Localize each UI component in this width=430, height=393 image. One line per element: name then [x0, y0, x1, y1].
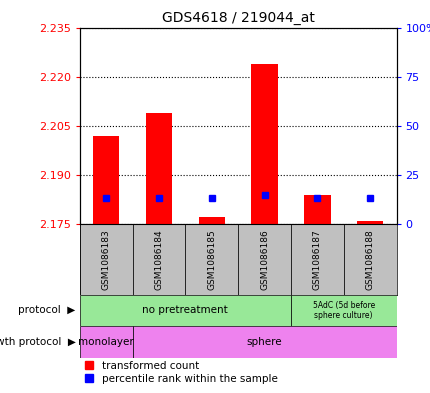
Bar [185, 224, 238, 295]
Bar [290, 295, 396, 326]
Bar [304, 195, 330, 224]
Bar [80, 295, 290, 326]
Bar [93, 136, 119, 224]
Bar [343, 224, 396, 295]
Text: monolayer: monolayer [78, 337, 134, 347]
Bar [198, 217, 224, 224]
Bar [80, 326, 132, 358]
Text: GSM1086185: GSM1086185 [207, 229, 216, 290]
Title: GDS4618 / 219044_at: GDS4618 / 219044_at [161, 11, 314, 25]
Bar [238, 224, 290, 295]
Bar [251, 64, 277, 224]
Bar [132, 326, 396, 358]
Text: GSM1086184: GSM1086184 [154, 229, 163, 290]
Bar [132, 224, 185, 295]
Text: no pretreatment: no pretreatment [142, 305, 227, 316]
Legend: transformed count, percentile rank within the sample: transformed count, percentile rank withi… [85, 361, 277, 384]
Bar [80, 224, 132, 295]
Text: sphere: sphere [246, 337, 282, 347]
Text: GSM1086188: GSM1086188 [365, 229, 374, 290]
Text: GSM1086183: GSM1086183 [101, 229, 111, 290]
Bar [145, 113, 172, 224]
Text: GSM1086187: GSM1086187 [312, 229, 321, 290]
Bar [356, 221, 382, 224]
Bar [290, 224, 343, 295]
Text: 5AdC (5d before
sphere culture): 5AdC (5d before sphere culture) [312, 301, 374, 320]
Text: GSM1086186: GSM1086186 [259, 229, 268, 290]
Text: growth protocol  ▶: growth protocol ▶ [0, 337, 75, 347]
Text: protocol  ▶: protocol ▶ [18, 305, 75, 316]
